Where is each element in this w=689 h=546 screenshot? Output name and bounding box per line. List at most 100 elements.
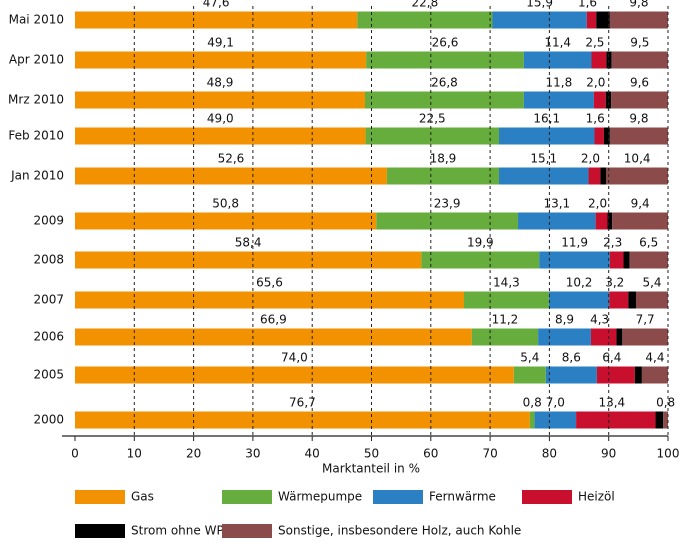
legend-label: Sonstige, insbesondere Holz, auch Kohle <box>278 524 521 538</box>
x-tick-label: 0 <box>71 447 79 461</box>
bar-segment <box>75 11 358 29</box>
bar-segment <box>611 91 668 109</box>
bar-segment <box>421 251 540 269</box>
x-tick-label: 40 <box>305 447 320 461</box>
value-label: 9,8 <box>629 112 648 126</box>
bar-segment <box>590 328 617 346</box>
value-label: 10,2 <box>566 276 593 290</box>
legend-label: Fernwärme <box>429 490 496 504</box>
value-label: 6,5 <box>639 236 658 250</box>
bar-segment <box>75 411 530 429</box>
value-label: 58,4 <box>235 236 262 250</box>
value-label: 0,8 <box>523 396 542 410</box>
bar-segment <box>609 127 668 145</box>
value-label: 11,8 <box>546 76 573 90</box>
bar-segment <box>622 328 668 346</box>
legend-swatch <box>75 490 125 504</box>
legend-label: Wärmepumpe <box>278 490 362 504</box>
bar-segment <box>609 291 629 309</box>
value-label: 11,4 <box>544 36 571 50</box>
value-label: 14,3 <box>493 276 520 290</box>
bar-segment <box>629 251 668 269</box>
bar-segment <box>596 11 610 29</box>
value-label: 2,0 <box>588 197 607 211</box>
bar-segment <box>376 212 518 230</box>
bar-segment <box>365 127 499 145</box>
value-label: 4,4 <box>645 351 664 365</box>
value-label: 6,4 <box>602 351 621 365</box>
y-tick-label: Apr 2010 <box>9 53 64 67</box>
bar-segment <box>606 167 668 185</box>
bar-segment <box>609 251 624 269</box>
value-label: 4,3 <box>590 313 609 327</box>
y-tick-label: 2000 <box>33 413 64 427</box>
value-label: 49,0 <box>207 112 234 126</box>
bar-segment <box>75 251 422 269</box>
value-label: 1,6 <box>586 112 605 126</box>
bar-segment <box>623 251 630 269</box>
bar-segment <box>529 411 535 429</box>
value-label: 11,9 <box>561 236 588 250</box>
bar-segment <box>75 51 367 69</box>
bar-segment <box>611 51 668 69</box>
bar-segment <box>75 328 472 346</box>
value-label: 1,6 <box>578 0 597 10</box>
value-label: 2,0 <box>581 152 600 166</box>
legend-swatch <box>75 524 125 538</box>
value-label: 5,4 <box>642 276 661 290</box>
bar-segment <box>663 411 668 429</box>
bar-segment <box>595 212 608 230</box>
value-label: 10,4 <box>624 152 651 166</box>
y-tick-label: 2009 <box>33 214 64 228</box>
y-tick-label: 2005 <box>33 368 64 382</box>
bar-segment <box>517 212 596 230</box>
x-tick-label: 50 <box>364 447 379 461</box>
value-label: 9,5 <box>630 36 649 50</box>
value-label: 2,5 <box>585 36 604 50</box>
value-label: 0,8 <box>656 396 675 410</box>
bar-segment <box>75 127 366 145</box>
bar-segment <box>635 291 668 309</box>
bar-segment <box>588 167 601 185</box>
bar-segment <box>596 366 635 384</box>
value-label: 9,4 <box>631 197 650 211</box>
bar-segment <box>586 11 597 29</box>
y-tick-label: 2007 <box>33 293 64 307</box>
bar-segment <box>75 291 465 309</box>
bar-segment <box>386 167 499 185</box>
legend-label: Heizöl <box>578 490 615 504</box>
value-label: 26,6 <box>432 36 459 50</box>
bar-segment <box>655 411 664 429</box>
value-label: 47,6 <box>203 0 230 10</box>
x-tick-label: 10 <box>127 447 142 461</box>
bar-segment <box>593 91 606 109</box>
bar-segment <box>471 328 539 346</box>
bar-segment <box>75 212 377 230</box>
x-tick-label: 80 <box>542 447 557 461</box>
value-label: 66,9 <box>260 313 287 327</box>
x-tick-label: 20 <box>186 447 201 461</box>
bar-segment <box>75 167 387 185</box>
bar-segment <box>498 167 589 185</box>
legend-swatch <box>373 490 423 504</box>
bar-segment <box>600 167 607 185</box>
legend-swatch <box>522 490 572 504</box>
y-tick-label: Feb 2010 <box>8 129 64 143</box>
value-label: 49,1 <box>207 36 234 50</box>
value-label: 65,6 <box>256 276 283 290</box>
value-label: 2,3 <box>603 236 622 250</box>
bar-segment <box>75 91 365 109</box>
bar-segment <box>366 51 524 69</box>
bar-segment <box>545 366 597 384</box>
value-label: 8,6 <box>562 351 581 365</box>
bar-segment <box>492 11 587 29</box>
value-label: 48,9 <box>207 76 234 90</box>
y-tick-label: Mrz 2010 <box>8 93 64 107</box>
bar-segment <box>594 127 604 145</box>
value-label: 74,0 <box>281 351 308 365</box>
bar-segment <box>357 11 493 29</box>
bar-segment <box>498 127 595 145</box>
bar-segment <box>75 366 514 384</box>
bar-segment <box>603 127 610 145</box>
value-label: 50,8 <box>212 197 239 211</box>
